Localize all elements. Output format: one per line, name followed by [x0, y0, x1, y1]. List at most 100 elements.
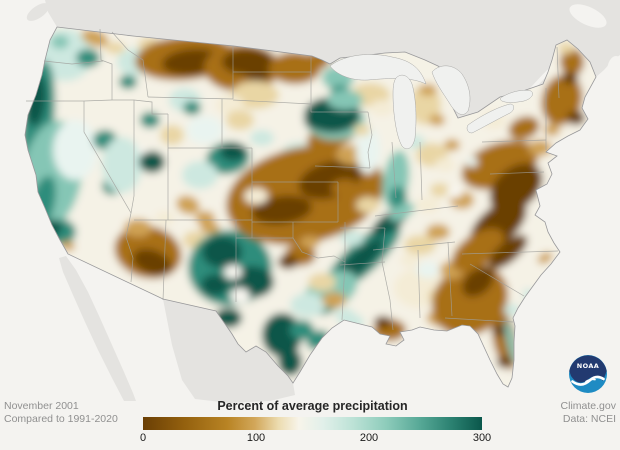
precip-blob — [226, 110, 254, 130]
precip-blob — [182, 161, 218, 189]
precip-blob — [195, 211, 215, 225]
noaa-bird-wing — [585, 378, 596, 383]
precip-blob — [389, 202, 415, 222]
precip-blob — [230, 288, 250, 304]
noaa-logo-text: NOAA — [577, 362, 599, 370]
precip-blob — [400, 253, 420, 267]
precip-blob — [187, 116, 223, 144]
precip-blob — [451, 228, 505, 272]
legend-gradient-bar — [143, 417, 482, 430]
vancouver-island — [26, 3, 50, 21]
lake-erie — [466, 103, 514, 134]
legend-tick-300: 300 — [472, 432, 492, 444]
precip-blob — [300, 236, 320, 248]
precip-blob — [53, 120, 97, 180]
precip-blob — [327, 90, 363, 110]
precip-blob — [489, 163, 543, 213]
precip-blob — [492, 324, 508, 336]
state-border-line — [381, 227, 394, 331]
precip-blob — [404, 235, 436, 255]
precip-blob — [105, 42, 125, 54]
precip-blob — [354, 124, 370, 136]
precip-blob — [102, 137, 142, 193]
baseline-label: Compared to 1991-2020 — [4, 413, 118, 425]
lake-michigan — [392, 74, 417, 149]
precip-blob — [290, 293, 326, 317]
precip-blob — [435, 158, 455, 172]
precip-blob — [76, 49, 100, 67]
precip-blob — [560, 48, 584, 76]
precip-blob — [51, 35, 69, 49]
state-border-line — [444, 317, 514, 323]
state-border-line — [111, 31, 149, 98]
precip-blob — [562, 72, 578, 84]
state-border-line — [314, 165, 371, 169]
state-border-line — [133, 99, 168, 115]
precip-blob — [356, 197, 380, 213]
state-border-line — [292, 237, 346, 263]
state-border-line — [367, 111, 373, 169]
precip-blob — [356, 126, 380, 174]
site-credit: Climate.gov — [560, 400, 616, 412]
precip-blob — [176, 195, 200, 215]
precip-blob — [183, 101, 201, 115]
precip-blob — [160, 125, 184, 145]
precip-blob — [308, 273, 336, 291]
precip-blob — [298, 215, 338, 235]
state-border-line — [339, 261, 386, 266]
precip-blob — [416, 262, 440, 278]
period-label: November 2001 — [4, 400, 79, 412]
state-border-line — [232, 99, 312, 105]
state-border-line — [43, 60, 104, 65]
precip-blob — [252, 195, 312, 225]
precip-blob — [278, 255, 298, 269]
precip-blob — [370, 100, 394, 116]
precip-blob — [155, 211, 175, 225]
precip-blob — [429, 114, 445, 126]
precip-blob — [322, 292, 346, 308]
precip-blob — [138, 146, 148, 154]
state-border-line — [481, 139, 547, 143]
state-border-line — [447, 241, 453, 317]
precip-blob — [426, 224, 450, 240]
legend-tick-200: 200 — [359, 432, 379, 444]
precip-blob — [250, 130, 274, 146]
credit-caption: Climate.gov Data: NCEI — [561, 400, 616, 426]
state-border-line — [461, 250, 559, 255]
precip-blob — [389, 186, 407, 210]
data-credit: Data: NCEI — [562, 413, 616, 425]
precip-blob — [139, 151, 165, 173]
precip-blob — [200, 222, 220, 234]
gulf-st-lawrence — [569, 4, 607, 28]
canada-region — [45, 0, 620, 118]
precip-blob — [340, 230, 364, 246]
state-border-line — [556, 46, 560, 99]
precip-blob — [462, 267, 494, 297]
precip-blob — [537, 252, 553, 264]
state-border-line — [419, 141, 423, 201]
noaa-logo: NOAA — [569, 355, 607, 393]
atlantic-patch — [607, 56, 620, 88]
legend-tick-labels: 0 100 200 300 — [140, 432, 491, 446]
state-border-line — [83, 101, 134, 283]
mexico-region — [163, 299, 295, 403]
precip-blob — [444, 139, 460, 151]
date-caption: November 2001 Compared to 1991-2020 — [4, 400, 118, 426]
precip-blob — [278, 348, 302, 376]
state-border-line — [99, 28, 113, 100]
state-border-line — [417, 249, 421, 319]
precip-blob — [290, 320, 314, 340]
precip-blob — [558, 42, 574, 54]
state-border-line — [341, 261, 346, 321]
state-border-line — [374, 205, 459, 217]
state-border-line — [162, 219, 167, 301]
precip-blob — [244, 188, 268, 204]
precip-blob — [201, 274, 229, 296]
precip-blob — [567, 111, 585, 125]
legend-tick-100: 100 — [246, 432, 266, 444]
precip-blob — [488, 234, 528, 270]
precip-blob — [246, 66, 270, 82]
precip-blob — [430, 183, 450, 197]
precip-blob — [544, 124, 560, 136]
